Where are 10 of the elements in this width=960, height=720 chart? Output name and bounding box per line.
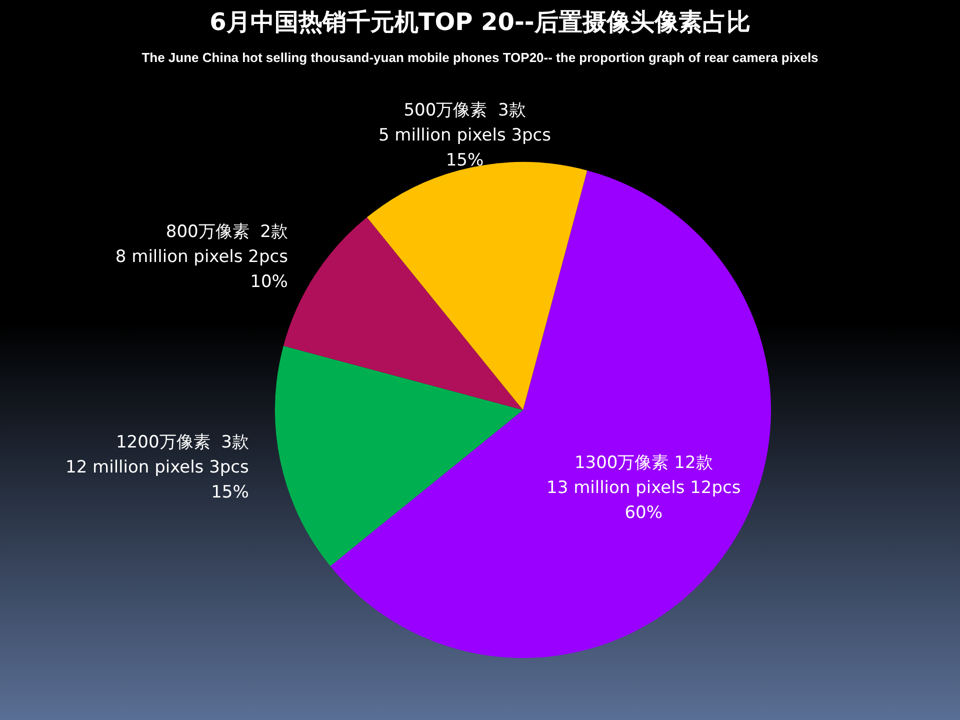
data-label: 10% <box>250 272 288 292</box>
chart-title: 6月中国热销千元机TOP 20--后置摄像头像素占比 <box>208 7 752 38</box>
slice-label: 1300万像素 12款 13 million pixels 12pcs <box>546 452 741 498</box>
chart-subtitle: The June China hot selling thousand-yuan mobile phones TOP20-- the proportion graph of rear camera pixels <box>140 50 820 65</box>
data-label: 60% <box>624 502 663 523</box>
slice-label: 500万像素 3款 5 million pixels 3pcs <box>378 100 552 146</box>
slice-label: 1200万像素 3款 12 million pixels 3pcs <box>66 432 250 478</box>
slice-label: 800万像素 2款 8 million pixels 2pcs <box>115 222 288 267</box>
data-label: 15% <box>446 150 484 170</box>
data-label: 15% <box>211 482 249 503</box>
